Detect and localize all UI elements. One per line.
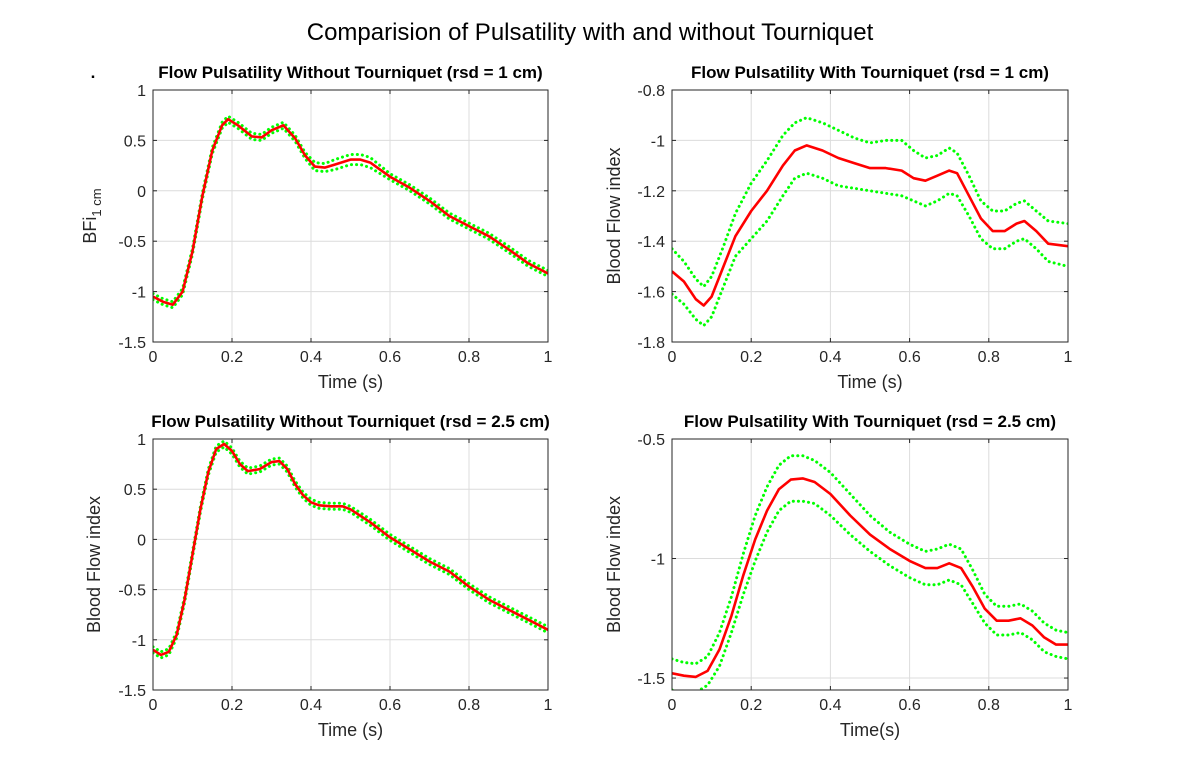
series-line-upper [672, 454, 1068, 666]
y-tick-label: -1.6 [637, 285, 665, 302]
x-tick-label: 0.8 [458, 697, 480, 714]
y-axis-label-main: Blood Flow index [604, 147, 624, 284]
x-axis-label: Time (s) [318, 372, 383, 392]
y-tick-label: -1 [651, 552, 665, 569]
series-line-mean [672, 477, 1068, 679]
figure-title: Comparision of Pulsatility with and with… [307, 19, 874, 46]
subplot-title: Flow Pulsatility With Tourniquet (rsd = … [691, 63, 1049, 82]
x-tick-label: 1 [544, 697, 553, 714]
x-tick-label: 0.6 [379, 697, 401, 714]
series-line-lower [672, 499, 1068, 690]
subplot-title: Flow Pulsatility With Tourniquet (rsd = … [684, 412, 1056, 431]
series-group [153, 114, 548, 310]
x-tick-label: 0 [149, 349, 158, 366]
x-tick-label: 0.6 [898, 349, 920, 366]
x-axis-label: Time (s) [837, 372, 902, 392]
x-tick-label: 0.4 [300, 349, 322, 366]
subplot-title: Flow Pulsatility Without Tourniquet (rsd… [158, 63, 542, 82]
x-tick-label: 0 [668, 697, 677, 714]
x-tick-label: 0 [668, 349, 677, 366]
x-tick-label: 0.2 [740, 697, 762, 714]
y-axis-label: Blood Flow index [604, 147, 624, 284]
x-tick-label: 0.4 [819, 349, 841, 366]
x-tick-label: 0.6 [898, 697, 920, 714]
y-axis-label-main: BFi [80, 217, 100, 244]
x-axis-label: Time(s) [840, 720, 900, 740]
y-tick-label: -1 [132, 633, 146, 650]
y-tick-label: 0 [137, 184, 146, 201]
axes-frame [152, 89, 549, 343]
x-tick-label: 0.2 [221, 697, 243, 714]
y-axis-label: Blood Flow index [84, 496, 104, 633]
subplot-3: 0 0.2 0.4 0.6 0.8 1 1 0.5 0 -0.5 -1 -1.5 Flow Pulsat… [84, 412, 553, 740]
y-tick-label: -1 [651, 133, 665, 150]
y-tick-label: -0.8 [637, 83, 665, 100]
x-tick-label: 0.8 [978, 349, 1000, 366]
y-tick-label: -1.5 [118, 335, 146, 352]
y-tick-label: -1.8 [637, 335, 665, 352]
x-tick-label: 0.8 [978, 697, 1000, 714]
plot-area [672, 439, 1068, 690]
y-tick-label: -0.5 [637, 432, 665, 449]
series-line-lower [672, 171, 1068, 328]
x-tick-label: 0.2 [740, 349, 762, 366]
axes-frame [671, 89, 1069, 343]
y-tick-label: -1.4 [637, 234, 665, 251]
x-tick-label: 0.4 [300, 697, 322, 714]
axes-frame [671, 438, 1069, 691]
x-tick-label: 1 [1064, 349, 1073, 366]
subplot-1: 0 0.2 0.4 0.6 0.8 1 1 0.5 0 -0.5 -1 -1.5 Flow Pulsat… [80, 63, 553, 392]
series-line-mean [672, 144, 1068, 307]
x-tick-label: 1 [544, 349, 553, 366]
subplot-2: 0 0.2 0.4 0.6 0.8 1 -0.8 -1 -1.2 -1.4 -1.6 -1.8 Flow… [604, 63, 1073, 392]
y-tick-label: 1 [137, 432, 146, 449]
y-tick-label: -1 [132, 285, 146, 302]
x-tick-label: 1 [1064, 697, 1073, 714]
y-axis-label-main: Blood Flow index [84, 496, 104, 633]
axes-frame [152, 438, 549, 691]
stray-mark: . [91, 63, 96, 82]
y-tick-label: -1.5 [118, 683, 146, 700]
x-tick-label: 0 [149, 697, 158, 714]
y-tick-label: -1.2 [637, 184, 665, 201]
x-axis-label: Time (s) [318, 720, 383, 740]
x-tick-label: 0.6 [379, 349, 401, 366]
subplot-4: 0 0.2 0.4 0.6 0.8 1 -0.5 -1 -1.5 Flow Pulsatility… [604, 412, 1073, 740]
series-group [672, 454, 1068, 690]
series-group [153, 439, 548, 660]
subplot-title: Flow Pulsatility Without Tourniquet (rsd… [151, 412, 550, 431]
series-line-lower [153, 120, 548, 310]
y-tick-label: 0.5 [124, 133, 146, 150]
plot-area [672, 90, 1068, 342]
y-tick-label: 1 [137, 83, 146, 100]
x-tick-label: 0.8 [458, 349, 480, 366]
subplot-grid: 0 0.2 0.4 0.6 0.8 1 1 0.5 0 -0.5 -1 -1.5 Flow Pulsat… [80, 63, 1073, 740]
y-axis-label: Blood Flow index [604, 496, 624, 633]
x-tick-label: 0.4 [819, 697, 841, 714]
y-tick-label: 0.5 [124, 482, 146, 499]
y-tick-label: -1.5 [637, 671, 665, 688]
series-group [672, 116, 1068, 328]
series-line-mean [153, 117, 548, 307]
y-axis-label: BFi1 cm [80, 188, 104, 243]
series-line-upper [672, 116, 1068, 289]
x-tick-label: 0.2 [221, 349, 243, 366]
series-line-mean [153, 442, 548, 657]
y-tick-label: 0 [137, 532, 146, 549]
plot-area [153, 439, 548, 690]
y-axis-label-main: Blood Flow index [604, 496, 624, 633]
plot-area [153, 90, 548, 342]
y-axis-label-subscript: 1 cm [89, 188, 104, 216]
y-tick-label: -0.5 [118, 234, 146, 251]
y-tick-label: -0.5 [118, 583, 146, 600]
